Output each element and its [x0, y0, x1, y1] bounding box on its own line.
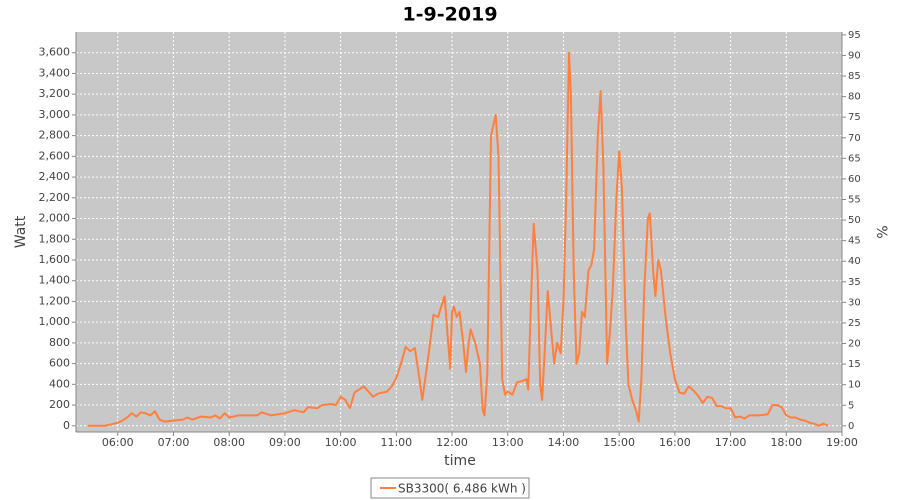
y2-tick-label: 90 [848, 50, 861, 61]
y2-tick-label: 35 [848, 277, 861, 288]
y-tick-label: 3,600 [39, 46, 71, 59]
y-tick-label: 2,800 [39, 129, 71, 142]
y-tick-label: 800 [49, 336, 70, 349]
y-tick-label: 600 [49, 357, 70, 370]
y-tick-label: 1,800 [39, 232, 71, 245]
y2-tick-label: 5 [848, 400, 854, 411]
y2-tick-label: 75 [848, 112, 861, 123]
y-tick-label: 400 [49, 377, 70, 390]
x-tick-label: 08:00 [213, 436, 245, 449]
x-tick-label: 12:00 [436, 436, 468, 449]
y2-tick-label: 40 [848, 256, 861, 267]
y2-axis-label: % [873, 225, 889, 238]
y-tick-label: 3,200 [39, 87, 71, 100]
x-tick-label: 18:00 [770, 436, 802, 449]
x-tick-label: 16:00 [659, 436, 691, 449]
x-tick-label: 10:00 [325, 436, 357, 449]
x-tick-label: 15:00 [603, 436, 635, 449]
x-tick-label: 19:00 [826, 436, 858, 449]
y2-tick-label: 80 [848, 92, 861, 103]
legend-label: SB3300( 6.486 kWh ) [398, 482, 526, 496]
x-axis-label: time [444, 453, 476, 469]
y-tick-label: 3,000 [39, 108, 71, 121]
y2-tick-label: 45 [848, 236, 861, 247]
y-tick-label: 2,600 [39, 149, 71, 162]
y2-tick-label: 95 [848, 30, 861, 41]
y-tick-label: 2,200 [39, 191, 71, 204]
y-tick-label: 200 [49, 398, 70, 411]
y-tick-label: 1,200 [39, 294, 71, 307]
y-tick-label: 1,000 [39, 315, 71, 328]
y-tick-label: 2,400 [39, 170, 71, 183]
x-tick-label: 06:00 [102, 436, 134, 449]
x-tick-label: 11:00 [380, 436, 412, 449]
y2-tick-label: 50 [848, 215, 861, 226]
plot-area [76, 32, 842, 432]
y2-tick-label: 60 [848, 174, 861, 185]
y2-tick-label: 25 [848, 318, 861, 329]
y-tick-label: 0 [63, 419, 70, 432]
y2-tick-label: 85 [848, 71, 861, 82]
y2-tick-label: 15 [848, 359, 861, 370]
y2-tick-label: 0 [848, 421, 854, 432]
y2-tick-label: 55 [848, 194, 861, 205]
x-tick-label: 17:00 [715, 436, 747, 449]
series-line [88, 51, 829, 427]
y2-tick-label: 30 [848, 297, 861, 308]
y2-tick-label: 65 [848, 153, 861, 164]
y2-tick-label: 20 [848, 339, 861, 350]
y-tick-label: 3,400 [39, 66, 71, 79]
y2-tick-label: 10 [848, 380, 861, 391]
x-tick-label: 13:00 [492, 436, 524, 449]
y2-tick-label: 70 [848, 133, 861, 144]
legend-box [370, 477, 530, 499]
x-tick-label: 09:00 [269, 436, 301, 449]
x-tick-label: 07:00 [158, 436, 190, 449]
y-tick-label: 1,600 [39, 253, 71, 266]
chart-title: 1-9-2019 [402, 4, 497, 26]
y-tick-label: 2,000 [39, 212, 71, 225]
x-tick-label: 14:00 [548, 436, 580, 449]
y-tick-label: 1,400 [39, 274, 71, 287]
y-axis-label: Watt [13, 215, 29, 248]
